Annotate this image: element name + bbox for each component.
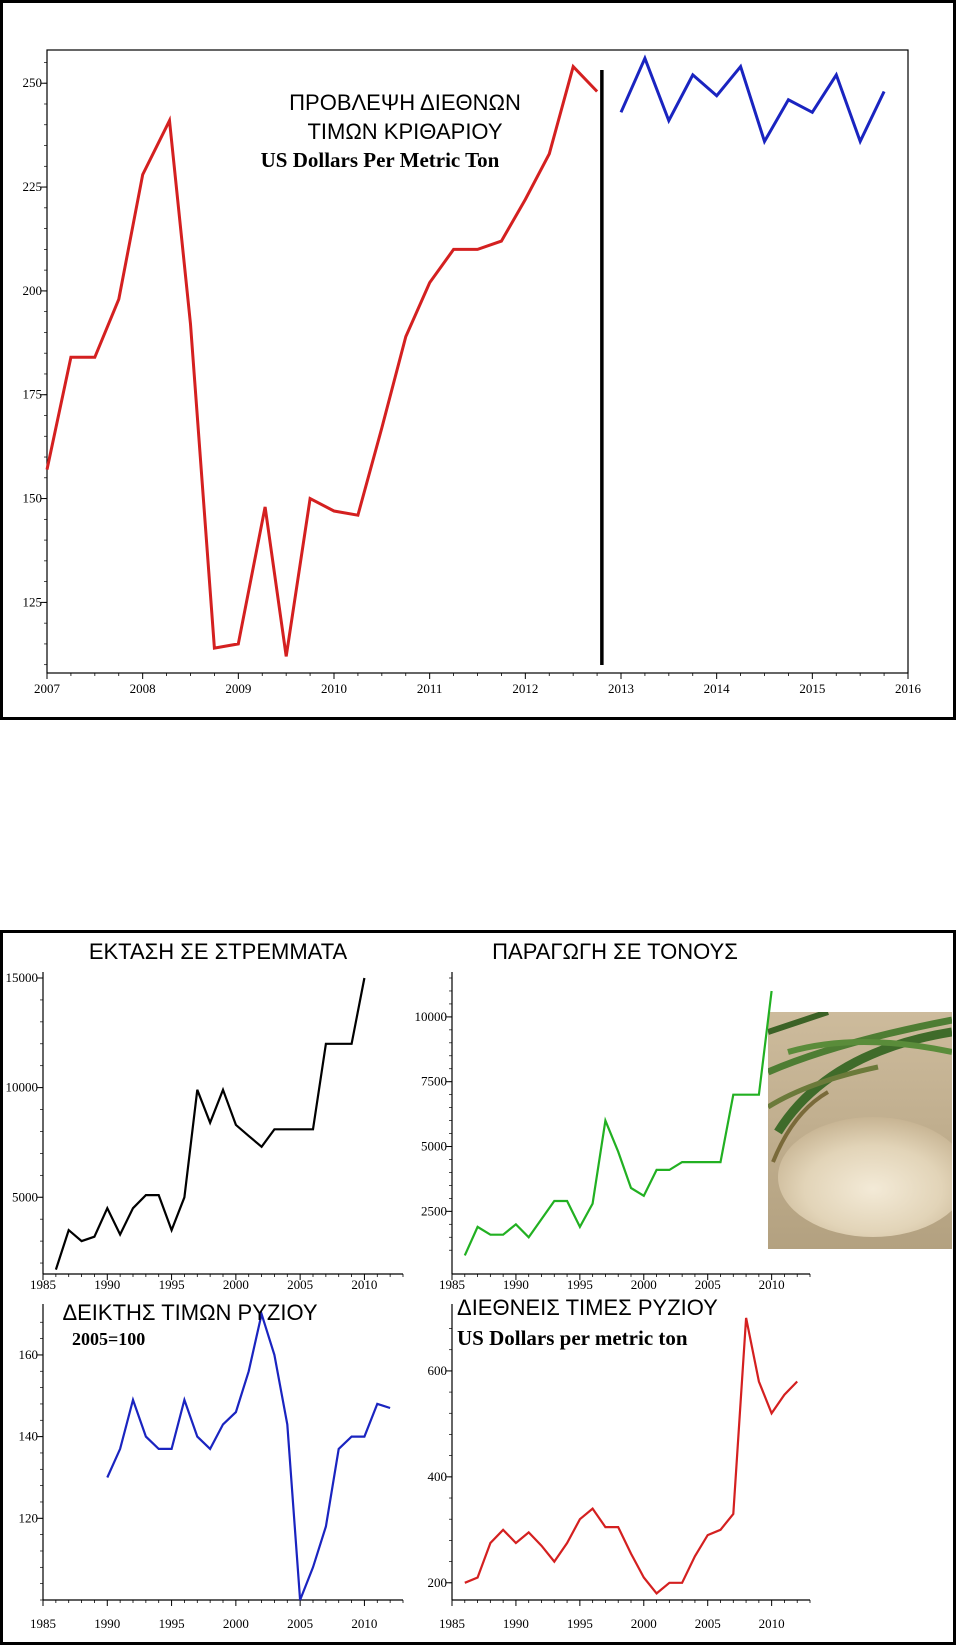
x-tick-label: 2005 (287, 1616, 313, 1631)
x-tick-label: 1985 (439, 1616, 465, 1631)
x-ticks: 1985 1990 1995 2000 2005 2010 (439, 1600, 811, 1631)
x-tick-label: 1985 (30, 1277, 56, 1292)
y-tick-label: 600 (428, 1363, 448, 1378)
series-line (54, 977, 366, 1270)
intl-prices-title: ΔΙΕΘΝΕΙΣ ΤΙΜΕΣ ΡΥΖΙΟΥ (457, 1295, 718, 1320)
x-tick-label: 2016 (895, 681, 922, 696)
series-line (464, 1317, 798, 1595)
x-tick-label: 1985 (30, 1616, 56, 1631)
x-tick-label: 2007 (34, 681, 61, 696)
y-ticks: 5000 10000 15000 (6, 970, 43, 1264)
y-tick-label: 400 (428, 1469, 448, 1484)
x-tick-label: 2011 (417, 681, 443, 696)
series-line (106, 1309, 391, 1601)
barley-chart-frame (0, 0, 956, 720)
y-tick-label: 5000 (12, 1189, 38, 1204)
x-tick-label: 1995 (159, 1277, 185, 1292)
series-line (463, 990, 773, 1256)
y-tick-label: 15000 (6, 970, 39, 985)
x-tick-label: 2012 (512, 681, 538, 696)
y-tick-label: 160 (19, 1347, 39, 1362)
x-tick-label: 1990 (94, 1616, 120, 1631)
y-tick-label: 150 (23, 491, 43, 506)
intl-prices-unit-label: US Dollars per metric ton (457, 1326, 688, 1350)
x-tick-label: 2005 (287, 1277, 313, 1292)
chart-unit-label: US Dollars Per Metric Ton (261, 148, 500, 172)
chart-title-line-2: ΤΙΜΩΝ ΚΡΙΘΑΡΙΟΥ (307, 119, 502, 144)
historical-series-line (45, 63, 599, 657)
x-ticks: 2007 2008 2009 2010 2011 2012 2013 2014 2015 2016 (34, 673, 922, 696)
forecast-series-line (619, 54, 886, 146)
x-tick-label: 1995 (159, 1616, 185, 1631)
x-tick-label: 2010 (351, 1616, 377, 1631)
y-tick-label: 140 (19, 1429, 39, 1444)
y-ticks: 120 140 160 (19, 1321, 43, 1601)
area-chart-title: ΕΚΤΑΣΗ ΣΕ ΣΤΡΕΜΜΑΤΑ (89, 939, 348, 964)
y-tick-label: 200 (23, 283, 43, 298)
y-ticks: 125 150 175 200 225 250 (23, 62, 47, 666)
x-tick-label: 1990 (503, 1616, 529, 1631)
y-tick-label: 225 (23, 179, 43, 194)
series-lines (463, 990, 773, 1256)
price-index-base-label: 2005=100 (72, 1329, 145, 1349)
x-tick-label: 2000 (223, 1277, 249, 1292)
price-index-title: ΔΕΙΚΤΗΣ ΤΙΜΩΝ ΡΥΖΙΟΥ (62, 1300, 317, 1325)
x-tick-label: 2010 (759, 1277, 785, 1292)
x-tick-label: 2005 (695, 1616, 721, 1631)
y-tick-label: 10000 (6, 1080, 39, 1095)
y-tick-label: 200 (428, 1575, 448, 1590)
series-lines (54, 977, 366, 1270)
x-ticks: 1985 1990 1995 2000 2005 2010 (30, 1600, 404, 1631)
x-tick-label: 2009 (225, 681, 251, 696)
y-tick-label: 175 (23, 387, 43, 402)
x-tick-label: 2005 (695, 1277, 721, 1292)
x-tick-label: 2010 (351, 1277, 377, 1292)
x-ticks: 1985 1990 1995 2000 2005 2010 (439, 1274, 811, 1292)
x-tick-label: 1995 (567, 1616, 593, 1631)
x-tick-label: 1990 (94, 1277, 120, 1292)
y-ticks: 200 400 600 (428, 1328, 452, 1590)
y-tick-label: 10000 (415, 1009, 448, 1024)
y-tick-label: 125 (23, 594, 43, 609)
chart-title-line-1: ΠΡΟΒΛΕΨΗ ΔΙΕΘΝΩΝ (289, 90, 521, 115)
y-tick-label: 120 (19, 1510, 39, 1525)
x-tick-label: 2000 (223, 1616, 249, 1631)
x-tick-label: 2014 (704, 681, 731, 696)
y-ticks: 2500 5000 7500 10000 (415, 977, 452, 1251)
rice-photo (768, 1012, 952, 1249)
y-tick-label: 2500 (421, 1203, 447, 1218)
y-tick-label: 7500 (421, 1074, 447, 1089)
x-tick-label: 2000 (631, 1616, 657, 1631)
x-tick-label: 2010 (759, 1616, 785, 1631)
x-tick-label: 2015 (799, 681, 825, 696)
x-tick-label: 2000 (631, 1277, 657, 1292)
y-tick-label: 250 (23, 75, 43, 90)
series-lines (106, 1309, 391, 1601)
series-lines (45, 54, 886, 665)
x-tick-label: 2013 (608, 681, 634, 696)
y-tick-label: 5000 (421, 1139, 447, 1154)
x-tick-label: 2010 (321, 681, 347, 696)
x-tick-label: 1990 (503, 1277, 529, 1292)
x-ticks: 1985 1990 1995 2000 2005 2010 (30, 1274, 404, 1292)
x-tick-label: 1985 (439, 1277, 465, 1292)
production-chart-title: ΠΑΡΑΓΩΓΗ ΣΕ ΤΟΝΟΥΣ (492, 939, 738, 964)
x-tick-label: 2008 (130, 681, 156, 696)
x-tick-label: 1995 (567, 1277, 593, 1292)
series-lines (464, 1317, 798, 1595)
